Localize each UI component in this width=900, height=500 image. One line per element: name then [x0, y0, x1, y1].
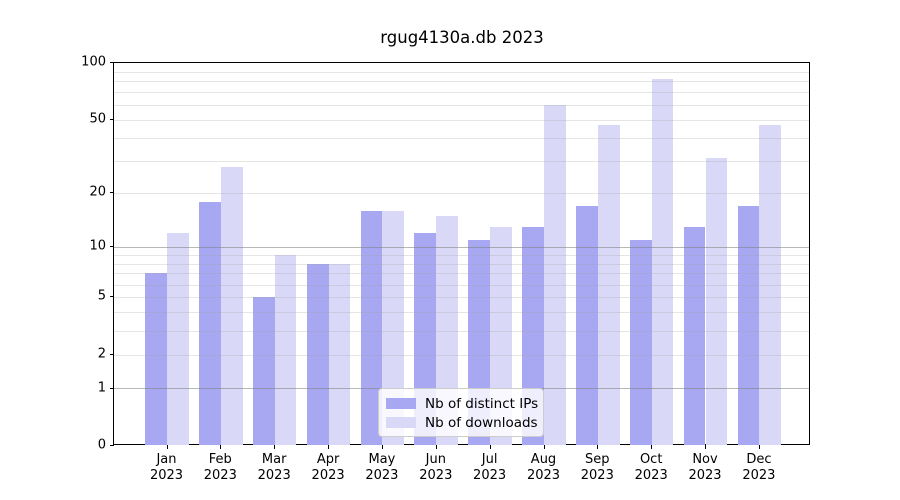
major-gridline	[114, 247, 809, 248]
minor-gridline	[114, 312, 809, 313]
legend-label: Nb of distinct IPs	[425, 395, 539, 412]
bar-distinct-ips	[145, 273, 167, 445]
minor-gridline	[114, 138, 809, 139]
minor-gridline	[114, 331, 809, 332]
x-tick-label: Jul 2023	[473, 452, 507, 483]
bar-downloads	[382, 210, 405, 445]
bar-downloads	[436, 215, 459, 445]
bar-distinct-ips	[252, 297, 275, 445]
bar-downloads	[759, 124, 782, 445]
legend-swatch-distinct-ips	[386, 398, 416, 409]
x-tick-mark	[381, 445, 384, 449]
minor-gridline	[114, 92, 809, 93]
bar-downloads	[328, 263, 351, 445]
minor-gridline	[114, 355, 809, 356]
x-tick-label: Aug 2023	[526, 452, 561, 483]
x-tick-mark	[651, 445, 653, 449]
bar-downloads	[220, 166, 243, 445]
minor-gridline	[114, 105, 809, 106]
x-tick-mark	[166, 445, 168, 449]
y-tick-label: 50	[89, 111, 106, 127]
bar-distinct-ips	[576, 206, 598, 445]
x-tick-label: Apr 2023	[311, 452, 345, 483]
bar-downloads	[651, 79, 674, 445]
y-tick-label: 0	[97, 437, 106, 453]
x-tick-mark	[705, 445, 707, 449]
chart-title: rgug4130a.db 2023	[380, 28, 544, 47]
y-tick-label: 1	[97, 380, 106, 395]
x-tick-mark	[274, 445, 276, 449]
bar-downloads	[167, 233, 189, 445]
minor-gridline	[114, 285, 809, 286]
y-tick-mark	[109, 387, 114, 389]
x-tick-mark	[597, 445, 599, 449]
bar-distinct-ips	[306, 263, 329, 445]
x-tick-label: Jan 2023	[149, 452, 184, 483]
legend-label: Nb of downloads	[425, 414, 538, 431]
x-tick-mark	[758, 445, 761, 449]
x-tick-mark	[435, 445, 437, 449]
x-tick-mark	[328, 445, 330, 449]
y-tick-label: 100	[81, 54, 106, 70]
y-tick-label: 5	[97, 288, 106, 304]
minor-gridline	[114, 120, 809, 121]
bar-distinct-ips	[360, 210, 383, 445]
minor-gridline	[114, 255, 809, 256]
minor-gridline	[114, 273, 809, 274]
minor-gridline	[114, 297, 809, 298]
bar-downloads	[705, 158, 728, 445]
x-tick-label: Oct 2023	[634, 452, 668, 483]
y-tick-mark	[109, 246, 114, 248]
x-tick-label: Jun 2023	[419, 452, 453, 483]
legend-item: Nb of downloads	[386, 414, 538, 431]
minor-gridline	[114, 264, 809, 265]
bar-distinct-ips	[737, 206, 760, 445]
y-tick-label: 2	[97, 346, 106, 362]
x-tick-label: Feb 2023	[203, 452, 237, 483]
bar-downloads	[597, 124, 620, 445]
y-tick-mark	[109, 353, 114, 355]
bar-distinct-ips	[199, 201, 221, 445]
y-tick-mark	[109, 192, 114, 194]
x-tick-label: May 2023	[365, 452, 399, 483]
bar-downloads	[543, 104, 566, 445]
y-tick-mark	[109, 62, 114, 64]
y-tick-mark	[109, 445, 114, 447]
y-tick-label: 20	[89, 184, 106, 200]
bar-distinct-ips	[683, 227, 706, 445]
y-tick-mark	[109, 118, 114, 120]
minor-gridline	[114, 81, 809, 82]
x-tick-mark	[489, 445, 491, 449]
x-tick-label: Mar 2023	[257, 452, 291, 483]
x-tick-mark	[220, 445, 222, 449]
bar-downloads	[274, 254, 297, 445]
legend-swatch-downloads	[386, 417, 416, 428]
x-tick-label: Dec 2023	[742, 452, 776, 483]
x-tick-label: Nov 2023	[688, 452, 722, 483]
y-tick-mark	[109, 296, 114, 298]
minor-gridline	[114, 161, 809, 162]
x-tick-label: Sep 2023	[580, 452, 614, 483]
plot-area	[113, 62, 810, 445]
x-tick-mark	[543, 445, 545, 449]
minor-gridline	[114, 72, 809, 73]
minor-gridline	[114, 193, 809, 194]
y-tick-label: 10	[89, 238, 106, 254]
legend: Nb of distinct IPs Nb of downloads	[378, 388, 544, 437]
bar-distinct-ips	[629, 239, 652, 445]
legend-item: Nb of distinct IPs	[386, 395, 539, 412]
